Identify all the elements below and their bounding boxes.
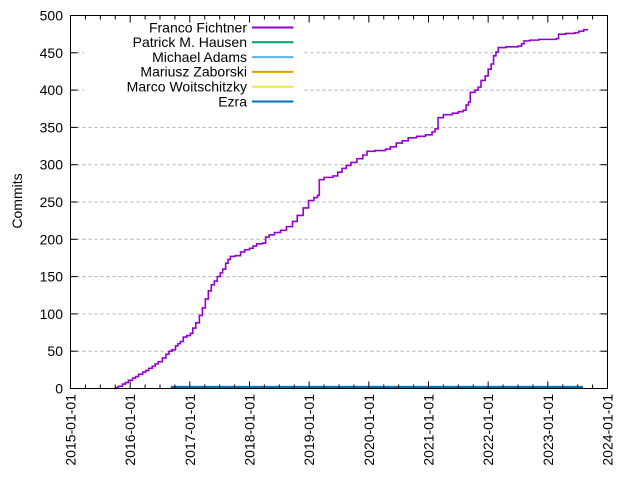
x-tick-label: 2015-01-01	[63, 394, 79, 466]
legend-label: Michael Adams	[152, 49, 247, 65]
y-tick-label: 300	[40, 157, 64, 173]
legend-label: Franco Fichtner	[149, 19, 247, 35]
series-line-franco-fichtner	[113, 28, 589, 390]
legend-label: Ezra	[218, 93, 247, 109]
y-tick-label: 500	[40, 8, 64, 24]
x-tick-label: 2018-01-01	[242, 394, 258, 466]
legend-background	[84, 20, 302, 108]
y-tick-label: 100	[40, 306, 64, 322]
y-axis-title: Commits	[9, 173, 25, 228]
y-tick-label: 0	[55, 381, 63, 397]
x-tick-label: 2023-01-01	[540, 394, 556, 466]
x-tick-label: 2020-01-01	[361, 394, 377, 466]
y-tick-label: 150	[40, 269, 64, 285]
legend-label: Mariusz Zaborski	[140, 64, 247, 80]
x-tick-label: 2017-01-01	[182, 394, 198, 466]
y-tick-label: 50	[47, 343, 63, 359]
y-tick-label: 350	[40, 119, 64, 135]
x-tick-label: 2019-01-01	[301, 394, 317, 466]
y-tick-label: 400	[40, 82, 64, 98]
x-tick-label: 2016-01-01	[122, 394, 138, 466]
x-tick-label: 2024-01-01	[600, 394, 616, 466]
legend-label: Marco Woitschitzky	[127, 79, 247, 95]
y-tick-label: 200	[40, 231, 64, 247]
y-tick-label: 450	[40, 45, 64, 61]
x-tick-label: 2022-01-01	[480, 394, 496, 466]
y-tick-label: 250	[40, 194, 64, 210]
x-tick-label: 2021-01-01	[421, 394, 437, 466]
legend-label: Patrick M. Hausen	[133, 34, 247, 50]
